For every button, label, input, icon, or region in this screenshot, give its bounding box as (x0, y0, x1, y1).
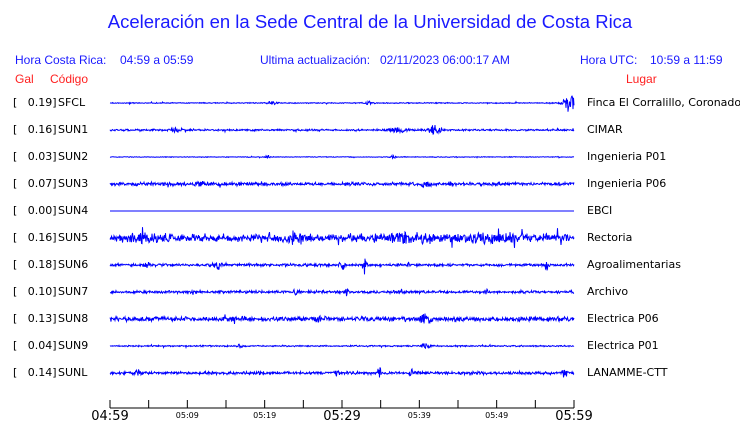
station-code: SUN6 (58, 258, 89, 271)
station-code: SUN8 (58, 312, 89, 325)
column-place: Lugar (626, 72, 657, 86)
axis-tick-label: 04:59 (91, 409, 129, 423)
waveform-sun3 (109, 180, 575, 189)
axis-tick-label: 05:19 (253, 411, 277, 420)
station-code: SUNL (58, 366, 88, 379)
station-place: Finca El Corralillo, Coronado (587, 96, 740, 109)
station-code: SUN9 (58, 339, 89, 352)
column-code: Código (50, 72, 89, 86)
station-place: Ingenieria P06 (587, 177, 667, 190)
waveform-sun7 (109, 287, 575, 297)
station-place: Agroalimentarias (587, 258, 681, 271)
station-code: SUN5 (58, 231, 89, 244)
station-gal-value: [ 0.00] (13, 204, 57, 217)
waveform-sun2 (109, 153, 575, 160)
station-code: SUN3 (58, 177, 89, 190)
waveform-sun1 (109, 124, 575, 135)
station-gal-value: [ 0.18] (13, 258, 57, 271)
station-gal-value: [ 0.03] (13, 150, 57, 163)
utc-time-range: 10:59 a 11:59 (650, 53, 723, 67)
station-place: EBCI (587, 204, 613, 217)
station-gal-value: [ 0.16] (13, 123, 57, 136)
axis-tick-label: 05:49 (485, 411, 509, 420)
waveform-sun9 (109, 343, 575, 350)
station-gal-value: [ 0.10] (13, 285, 57, 298)
local-time-label: Hora Costa Rica: (15, 53, 107, 67)
waveform-sunl (109, 367, 575, 378)
page-title: Aceleración en la Sede Central de la Uni… (107, 11, 633, 32)
station-gal-value: [ 0.14] (13, 366, 57, 379)
axis-tick-label: 05:09 (175, 411, 199, 420)
waveform-sun6 (109, 258, 575, 275)
column-gal: Gal (15, 72, 34, 86)
station-gal-value: [ 0.13] (13, 312, 57, 325)
station-place: Electrica P01 (587, 339, 659, 352)
update-label: Ultima actualización: (260, 53, 371, 67)
station-place: CIMAR (587, 123, 623, 136)
station-code: SUN4 (58, 204, 89, 217)
station-gal-value: [ 0.04] (13, 339, 57, 352)
waveform-sfcl (109, 95, 575, 112)
utc-time-label: Hora UTC: (580, 53, 638, 67)
station-code: SUN7 (58, 285, 89, 298)
station-gal-value: [ 0.19] (13, 96, 57, 109)
waveform-sun8 (109, 313, 575, 325)
station-place: Ingenieria P01 (587, 150, 667, 163)
station-gal-value: [ 0.16] (13, 231, 57, 244)
axis-tick-label: 05:59 (555, 409, 593, 423)
station-gal-value: [ 0.07] (13, 177, 57, 190)
station-place: Rectoria (587, 231, 633, 244)
update-value: 02/11/2023 06:00:17 AM (380, 53, 510, 67)
station-code: SFCL (58, 96, 86, 109)
station-place: Archivo (587, 285, 629, 298)
axis-tick-label: 05:29 (323, 409, 361, 423)
waveform-sun5 (109, 227, 575, 248)
axis-tick-label: 05:39 (407, 411, 431, 420)
station-place: Electrica P06 (587, 312, 659, 325)
station-code: SUN1 (58, 123, 89, 136)
station-code: SUN2 (58, 150, 89, 163)
station-place: LANAMME-CTT (587, 366, 668, 379)
local-time-range: 04:59 a 05:59 (120, 53, 194, 67)
